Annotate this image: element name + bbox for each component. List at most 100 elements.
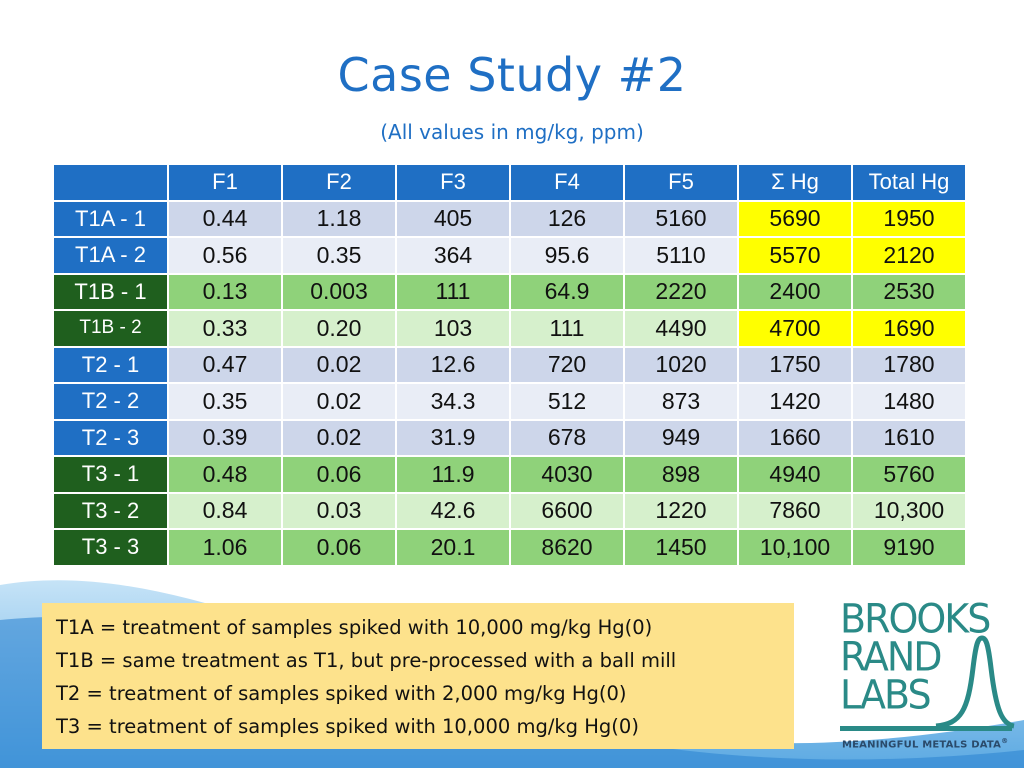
header-cell-f4: F4 bbox=[509, 163, 625, 202]
row-label: T1A - 2 bbox=[52, 236, 169, 275]
table-cell: 126 bbox=[509, 199, 625, 238]
table-cell: 20.1 bbox=[395, 528, 511, 567]
table-cell: 2400 bbox=[737, 272, 853, 311]
table-row: T1A - 2 0.56 0.35 364 95.6 5110 5570 212… bbox=[52, 236, 967, 275]
table-cell: 720 bbox=[509, 345, 625, 384]
header-cell-f1: F1 bbox=[167, 163, 283, 202]
table-row: T3 - 1 0.48 0.06 11.9 4030 898 4940 5760 bbox=[52, 455, 967, 494]
table-cell: 1220 bbox=[623, 491, 739, 530]
table-row: T1B - 2 0.33 0.20 103 111 4490 4700 1690 bbox=[52, 309, 967, 348]
row-label: T1B - 2 bbox=[52, 309, 169, 348]
table-row: T1A - 1 0.44 1.18 405 126 5160 5690 1950 bbox=[52, 199, 967, 238]
table-cell: 0.56 bbox=[167, 236, 283, 275]
logo-tagline: MEANINGFUL METALS DATA® bbox=[842, 737, 1009, 751]
logo-peak-icon bbox=[840, 635, 1015, 731]
row-label: T3 - 1 bbox=[52, 455, 169, 494]
table-cell: 512 bbox=[509, 382, 625, 421]
row-label: T2 - 3 bbox=[52, 418, 169, 457]
page-subtitle: (All values in mg/kg, ppm) bbox=[380, 120, 644, 144]
legend-box: T1A = treatment of samples spiked with 1… bbox=[42, 603, 794, 749]
legend-line-t1a: T1A = treatment of samples spiked with 1… bbox=[56, 616, 653, 639]
table-cell-highlight: 5690 bbox=[737, 199, 853, 238]
table-cell: 111 bbox=[509, 309, 625, 348]
table-cell: 12.6 bbox=[395, 345, 511, 384]
table-cell: 1450 bbox=[623, 528, 739, 567]
table-cell: 0.003 bbox=[281, 272, 397, 311]
table-header-row: F1 F2 F3 F4 F5 Σ Hg Total Hg bbox=[52, 163, 967, 202]
row-label: T3 - 2 bbox=[52, 491, 169, 530]
table-cell: 42.6 bbox=[395, 491, 511, 530]
table-row: T3 - 3 1.06 0.06 20.1 8620 1450 10,100 9… bbox=[52, 528, 967, 567]
table-cell: 0.47 bbox=[167, 345, 283, 384]
header-cell-corner bbox=[52, 163, 169, 202]
table-cell: 0.84 bbox=[167, 491, 283, 530]
table-cell: 11.9 bbox=[395, 455, 511, 494]
table-cell: 0.02 bbox=[281, 382, 397, 421]
table-cell: 6600 bbox=[509, 491, 625, 530]
table-cell: 0.39 bbox=[167, 418, 283, 457]
table-cell: 4490 bbox=[623, 309, 739, 348]
row-label: T1A - 1 bbox=[52, 199, 169, 238]
header-cell-f2: F2 bbox=[281, 163, 397, 202]
logo-word-rand: RAND bbox=[840, 633, 943, 681]
table-cell: 4030 bbox=[509, 455, 625, 494]
table-cell: 95.6 bbox=[509, 236, 625, 275]
table-cell: 5760 bbox=[851, 455, 967, 494]
table-cell: 111 bbox=[395, 272, 511, 311]
table-cell: 0.20 bbox=[281, 309, 397, 348]
table-cell: 2530 bbox=[851, 272, 967, 311]
table-cell: 34.3 bbox=[395, 382, 511, 421]
table-cell: 1780 bbox=[851, 345, 967, 384]
registered-mark: ® bbox=[1001, 737, 1009, 745]
table-cell: 0.35 bbox=[167, 382, 283, 421]
table-cell: 1420 bbox=[737, 382, 853, 421]
table-cell: 10,300 bbox=[851, 491, 967, 530]
table-cell: 405 bbox=[395, 199, 511, 238]
table-cell: 0.33 bbox=[167, 309, 283, 348]
header-cell-f3: F3 bbox=[395, 163, 511, 202]
table-cell: 949 bbox=[623, 418, 739, 457]
table-cell: 364 bbox=[395, 236, 511, 275]
logo-word-labs: LABS bbox=[840, 671, 932, 719]
table-cell: 1750 bbox=[737, 345, 853, 384]
table-cell-highlight: 5570 bbox=[737, 236, 853, 275]
legend-line-t3: T3 = treatment of samples spiked with 10… bbox=[56, 715, 639, 738]
row-label: T3 - 3 bbox=[52, 528, 169, 567]
logo-word-brooks: BROOKS bbox=[840, 595, 991, 643]
page-title: Case Study #2 bbox=[337, 48, 687, 102]
table-cell-highlight: 1950 bbox=[851, 199, 967, 238]
row-label: T2 - 1 bbox=[52, 345, 169, 384]
header-cell-f5: F5 bbox=[623, 163, 739, 202]
table-row: T3 - 2 0.84 0.03 42.6 6600 1220 7860 10,… bbox=[52, 491, 967, 530]
table-cell: 1480 bbox=[851, 382, 967, 421]
table-cell: 4940 bbox=[737, 455, 853, 494]
table-cell: 5160 bbox=[623, 199, 739, 238]
brooks-rand-logo: BROOKS RAND LABS MEANINGFUL METALS DATA® bbox=[836, 598, 1016, 758]
results-table: F1 F2 F3 F4 F5 Σ Hg Total Hg T1A - 1 0.4… bbox=[52, 163, 967, 567]
header-cell-sum-hg: Σ Hg bbox=[737, 163, 853, 202]
table-cell: 873 bbox=[623, 382, 739, 421]
table-cell: 898 bbox=[623, 455, 739, 494]
table-row: T2 - 2 0.35 0.02 34.3 512 873 1420 1480 bbox=[52, 382, 967, 421]
table-cell: 0.35 bbox=[281, 236, 397, 275]
table-cell: 678 bbox=[509, 418, 625, 457]
table-row: T2 - 3 0.39 0.02 31.9 678 949 1660 1610 bbox=[52, 418, 967, 457]
table-cell: 0.02 bbox=[281, 418, 397, 457]
table-cell: 0.02 bbox=[281, 345, 397, 384]
table-cell: 5110 bbox=[623, 236, 739, 275]
table-cell-highlight: 2120 bbox=[851, 236, 967, 275]
table-cell: 1020 bbox=[623, 345, 739, 384]
legend-line-t2: T2 = treatment of samples spiked with 2,… bbox=[56, 682, 627, 705]
table-cell: 1610 bbox=[851, 418, 967, 457]
table-cell: 1.06 bbox=[167, 528, 283, 567]
table-cell: 0.06 bbox=[281, 528, 397, 567]
table-cell: 10,100 bbox=[737, 528, 853, 567]
table-cell: 1660 bbox=[737, 418, 853, 457]
table-cell: 0.03 bbox=[281, 491, 397, 530]
row-label: T2 - 2 bbox=[52, 382, 169, 421]
table-row: T2 - 1 0.47 0.02 12.6 720 1020 1750 1780 bbox=[52, 345, 967, 384]
table-cell: 0.44 bbox=[167, 199, 283, 238]
table-cell: 8620 bbox=[509, 528, 625, 567]
table-cell: 31.9 bbox=[395, 418, 511, 457]
table-cell: 64.9 bbox=[509, 272, 625, 311]
